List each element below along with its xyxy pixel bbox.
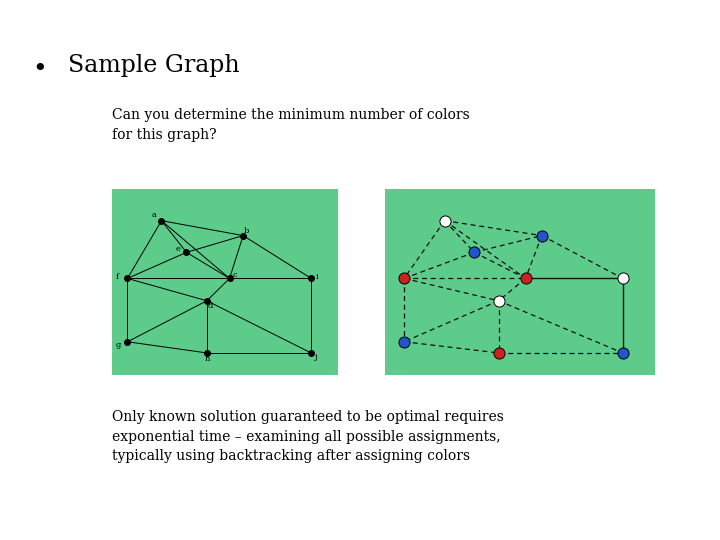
Bar bbox=[112, 189, 338, 375]
Text: d: d bbox=[208, 302, 213, 310]
Text: Only known solution guaranteed to be optimal requires
exponential time – examini: Only known solution guaranteed to be opt… bbox=[112, 410, 503, 463]
Text: f: f bbox=[116, 273, 119, 281]
Text: Can you determine the minimum number of colors
for this graph?: Can you determine the minimum number of … bbox=[112, 108, 469, 141]
Text: b: b bbox=[244, 227, 249, 235]
Text: •: • bbox=[32, 57, 47, 80]
Text: a: a bbox=[152, 211, 157, 219]
Text: h: h bbox=[205, 355, 210, 363]
Text: e: e bbox=[176, 245, 180, 253]
Bar bbox=[385, 189, 655, 375]
Text: c: c bbox=[233, 271, 237, 279]
Text: Sample Graph: Sample Graph bbox=[68, 54, 240, 77]
Text: g: g bbox=[115, 341, 121, 349]
Text: i: i bbox=[315, 273, 318, 281]
Text: j: j bbox=[315, 353, 318, 361]
